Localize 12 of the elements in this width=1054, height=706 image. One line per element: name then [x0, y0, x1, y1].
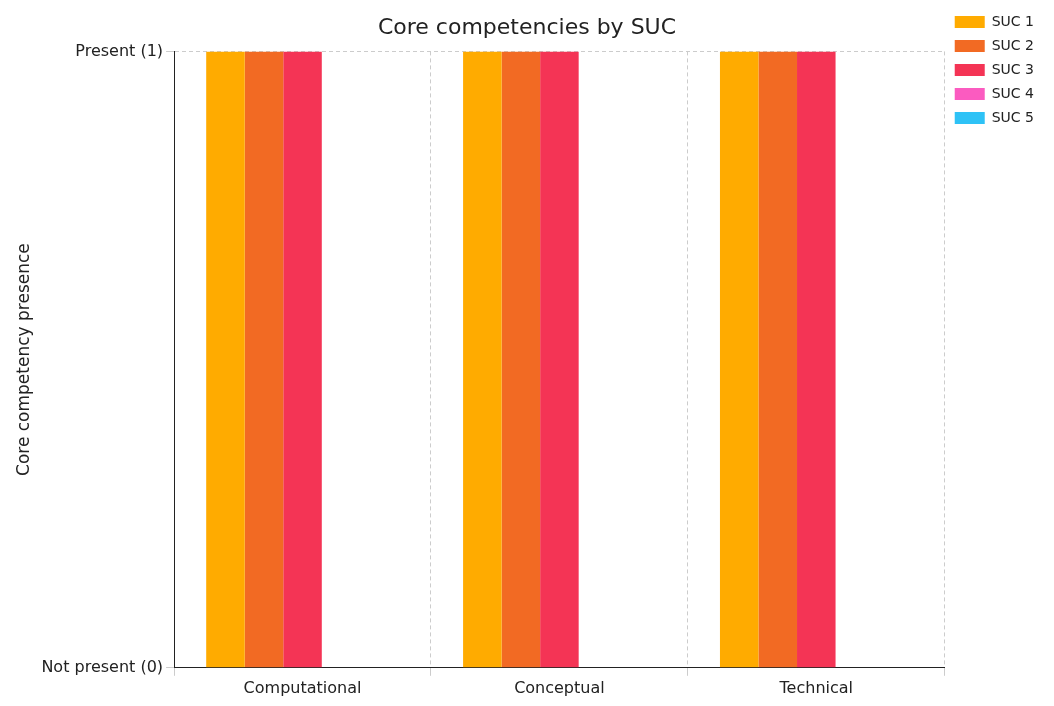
y-tick-label: Not present (0)	[41, 656, 164, 676]
legend-label: SUC 4	[991, 84, 1035, 101]
legend-label: SUC 3	[991, 60, 1035, 77]
x-tick-label: Computational	[243, 677, 362, 697]
legend-label: SUC 1	[991, 12, 1035, 29]
x-tick-label: Conceptual	[514, 677, 605, 697]
chart-title: Core competencies by SUC	[377, 13, 677, 39]
legend-label: SUC 2	[991, 36, 1035, 53]
legend-label: SUC 5	[991, 108, 1035, 125]
y-tick-label: Present (1)	[75, 40, 164, 60]
x-tick-label: Technical	[778, 677, 854, 697]
y-axis-title: Core competency presence	[12, 243, 33, 476]
